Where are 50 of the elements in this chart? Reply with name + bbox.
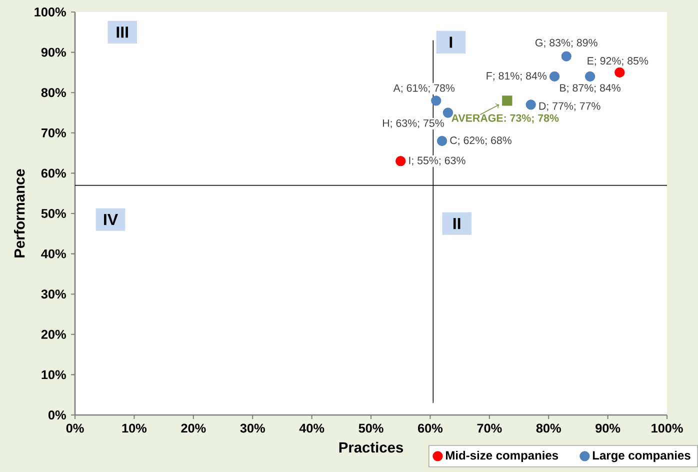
y-tick-label: 50% [41,209,66,218]
data-label: F; 81%; 84% [486,72,547,81]
y-tick-label: 70% [41,128,66,138]
data-label: C; 62%; 68% [450,136,512,146]
x-tick-label: 0% [66,424,84,433]
point [442,108,454,118]
x-tick-label: 90% [596,424,620,433]
y-tick-label: 90% [41,48,66,57]
annotation: III [116,26,128,38]
data-label: B; 87%; 84% [560,84,620,93]
data-label: A; 61%; 78% [393,84,455,94]
x-tick-label: 20% [181,424,206,433]
x-axis-title: Practices [339,442,404,453]
x-tick-label: 100% [652,424,683,433]
x-tick-label: 80% [536,424,561,433]
y-tick-label: 60% [41,168,66,178]
point [431,96,442,106]
data-label: I; 55%; 63% [409,156,466,166]
annotation: II [453,218,460,230]
point [436,136,448,146]
y-tick-label: 30% [41,290,66,299]
x-tick-label: 10% [122,424,147,433]
annotation: I [450,36,452,48]
point [561,51,572,62]
point [502,96,512,106]
x-tick-label: 50% [358,424,384,433]
x-tick-label: 60% [418,424,443,433]
data-label: D; 77%; 77% [539,102,600,112]
x-tick-label: 30% [240,424,265,433]
point [526,100,536,110]
x-tick-label: 40% [299,424,324,433]
legend-label: Mid-size companies [446,450,558,462]
data-label: AVERAGE: 73%; 78% [452,114,559,124]
data-label: H; 63%; 75% [382,119,444,128]
y-axis-title: Performance [14,169,25,258]
point [584,71,596,82]
x-tick-label: 70% [477,424,502,433]
point [614,67,625,78]
y-tick-label: 100% [34,8,66,16]
annotation: IV [104,214,118,226]
y-tick-label: 0% [48,410,66,420]
legend-label: Large companies [592,450,690,462]
y-tick-label: 10% [42,370,66,380]
y-tick-label: 20% [41,330,66,339]
point [396,156,406,166]
data-label: G; 83%; 89% [535,38,598,48]
y-tick-label: 80% [41,88,66,98]
data-label: E; 92%; 85% [588,57,648,66]
y-tick-label: 40% [41,249,66,258]
point [549,71,560,82]
